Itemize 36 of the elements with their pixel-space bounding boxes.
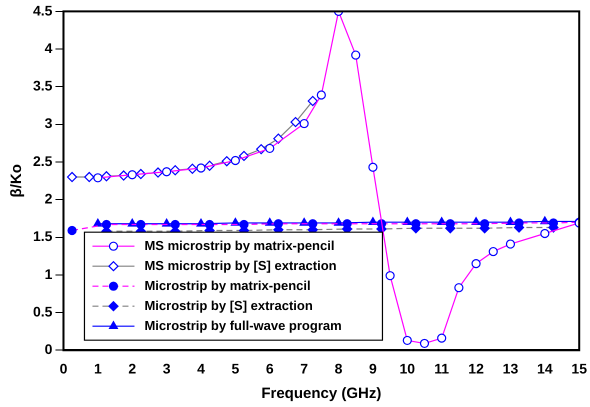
y-tick-label: 2 (44, 190, 53, 206)
y-tick-label: 3 (44, 115, 53, 132)
x-tick-label: 1 (94, 360, 102, 376)
y-tick-label: 0.5 (32, 303, 53, 320)
x-tick-label: 9 (369, 360, 378, 376)
x-tick-label: 13 (502, 360, 518, 376)
x-tick-label: 11 (434, 360, 450, 376)
point (196, 218, 206, 227)
y-axis-title: β/Ko (8, 164, 26, 198)
legend-label: Microstrip by full-wave program (144, 318, 342, 333)
x-axis-title: Frequency (GHz) (261, 385, 382, 402)
x-tick-label: 2 (128, 360, 136, 376)
y-tick-label: 1 (44, 266, 53, 282)
legend-label: MS microstrip by [S] extraction (144, 258, 337, 273)
y-tick-label: 3.5 (32, 78, 53, 94)
legend-label: MS microstrip by matrix-pencil (144, 238, 334, 253)
x-tick-label: 15 (571, 360, 588, 376)
point (506, 217, 515, 226)
x-tick-label: 5 (231, 360, 240, 376)
x-tick-label: 14 (537, 360, 553, 376)
y-tick-label: 4 (44, 40, 53, 56)
y-tick-label: 0 (44, 341, 53, 358)
x-tick-label: 4 (197, 360, 206, 376)
x-tick-label: 6 (266, 360, 274, 376)
legend-label: Microstrip by [S] extraction (144, 298, 313, 313)
x-tick-label: 8 (334, 360, 343, 376)
x-tick-label: 10 (400, 360, 416, 376)
y-tick-label: 2.5 (32, 152, 53, 169)
x-tick-label: 3 (162, 360, 171, 376)
y-tick-label: 4.5 (32, 2, 53, 18)
y-tick-label: 1.5 (32, 228, 53, 244)
x-tick-label: 7 (300, 360, 308, 376)
x-tick-label: 0 (60, 360, 68, 376)
legend-label: Microstrip by matrix-pencil (144, 278, 311, 293)
x-tick-label: 12 (468, 360, 484, 376)
point (93, 218, 102, 227)
